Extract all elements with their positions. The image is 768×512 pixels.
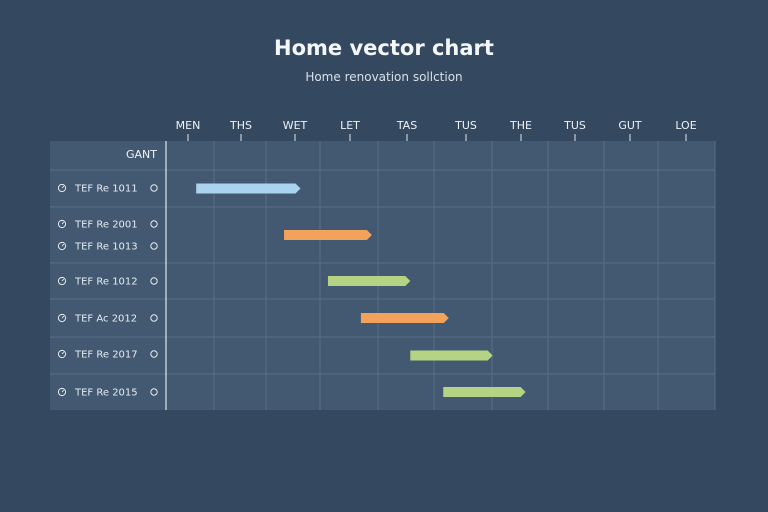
clock-icon xyxy=(57,313,67,323)
column-header-label: MEN xyxy=(176,119,201,132)
clock-icon-hand xyxy=(61,315,65,319)
clock-icon xyxy=(57,219,67,229)
clock-icon-hand xyxy=(61,389,65,393)
row-label: TEF Re 2017 xyxy=(74,350,138,361)
clock-icon-hand xyxy=(61,351,65,355)
column-header-label: LOE xyxy=(675,119,696,132)
status-circle-icon xyxy=(150,277,158,285)
status-circle-icon xyxy=(150,184,158,192)
column-header-label: TUS xyxy=(563,119,586,132)
column-header-label: GUT xyxy=(618,119,642,132)
task-bar xyxy=(284,230,372,240)
clock-icon xyxy=(57,387,67,397)
clock-icon-hand xyxy=(61,243,65,247)
task-bar xyxy=(196,183,301,194)
column-header-label: TUS xyxy=(454,119,477,132)
row-label: TEF Re 2001 xyxy=(74,220,138,231)
chart-panel xyxy=(50,141,715,410)
row-label: TEF Re 1013 xyxy=(74,242,138,253)
column-header-label: THE xyxy=(509,119,532,132)
clock-icon xyxy=(57,241,67,251)
column-header-label: THS xyxy=(229,119,252,132)
clock-icon xyxy=(57,276,67,286)
chart-subtitle: Home renovation sollction xyxy=(305,70,463,84)
row-label: TEF Re 1012 xyxy=(74,277,138,288)
status-circle-icon xyxy=(150,220,158,228)
clock-icon-hand xyxy=(61,185,65,189)
column-header-label: TAS xyxy=(396,119,417,132)
status-circle-icon xyxy=(150,242,158,250)
task-bar xyxy=(327,276,411,286)
task-bar xyxy=(410,350,493,361)
clock-icon-hand xyxy=(61,278,65,282)
clock-icon xyxy=(57,183,67,193)
column-header-label: LET xyxy=(340,119,360,132)
status-circle-icon xyxy=(150,350,158,358)
gantt-header-label: GANT xyxy=(126,148,157,161)
row-label: TEF Re 2015 xyxy=(74,388,138,399)
status-circle-icon xyxy=(150,388,158,396)
task-bar xyxy=(360,313,449,323)
chart-title: Home vector chart xyxy=(274,36,494,60)
task-bar xyxy=(443,387,526,397)
row-label: TEF Ac 2012 xyxy=(74,314,137,325)
row-label: TEF Re 1011 xyxy=(74,184,138,195)
column-header-label: WET xyxy=(283,119,308,132)
clock-icon xyxy=(57,349,67,359)
status-circle-icon xyxy=(150,314,158,322)
clock-icon-hand xyxy=(61,221,65,225)
